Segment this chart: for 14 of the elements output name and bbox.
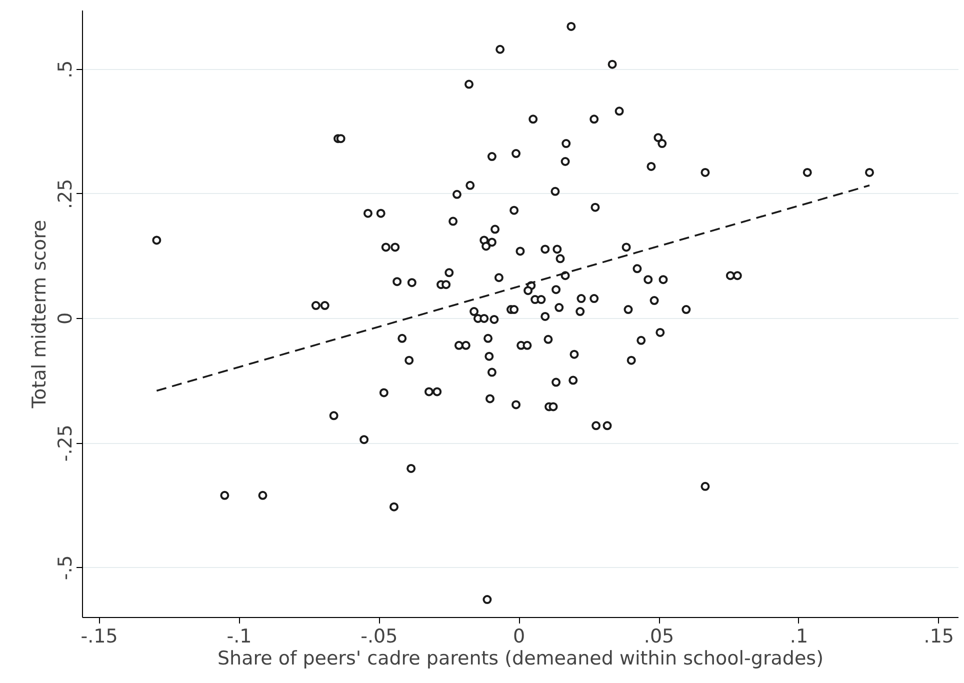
- x-tick-label: .1: [790, 626, 808, 648]
- y-tick-label: -.5: [54, 555, 76, 580]
- x-tick-label: .05: [644, 626, 674, 648]
- x-tick-label: -.05: [360, 626, 398, 648]
- y-axis-title: Total midterm score: [28, 220, 50, 410]
- y-tick-label: 0: [54, 312, 76, 325]
- x-tick-label: -.15: [80, 626, 118, 648]
- x-tick-label: .15: [924, 626, 954, 648]
- x-tick-label: -.1: [226, 626, 252, 648]
- y-tick-label: -.25: [54, 424, 76, 462]
- y-tick-label: .5: [54, 60, 76, 78]
- x-tick-label: 0: [513, 626, 526, 648]
- y-tick-label: .25: [54, 178, 76, 210]
- x-axis-title: Share of peers' cadre parents (demeaned within school-grades): [218, 648, 824, 670]
